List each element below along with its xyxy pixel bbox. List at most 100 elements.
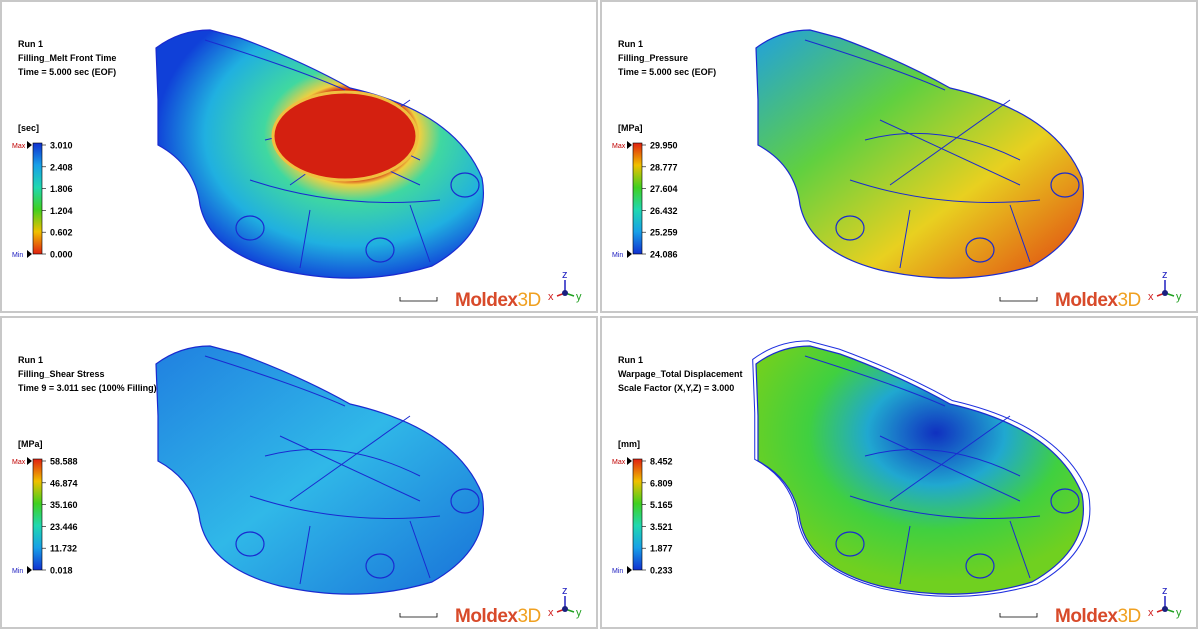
min-marker <box>27 566 32 574</box>
boss-hole <box>965 237 995 263</box>
legend-value: 46.874 <box>50 478 78 488</box>
logo-word: Moldex <box>455 290 518 311</box>
legend-value: 3.010 <box>50 141 73 151</box>
run-name: Run 1 <box>18 355 43 365</box>
max-label: Max <box>612 459 626 466</box>
legend-value: 27.604 <box>650 184 678 194</box>
boss-hole <box>365 237 395 263</box>
axis-y-label: y <box>576 607 582 619</box>
axis-origin <box>1162 606 1168 612</box>
axis-z-label: z <box>562 585 568 597</box>
legend-value: 25.259 <box>650 228 678 238</box>
legend-unit: [MPa] <box>18 439 43 449</box>
legend-value: 8.452 <box>650 457 673 467</box>
part-model <box>755 345 1084 595</box>
legend-value: 5.165 <box>650 500 673 510</box>
result-time: Time = 5.000 sec (EOF) <box>18 67 116 77</box>
max-label: Max <box>12 143 26 150</box>
min-label: Min <box>12 252 23 259</box>
logo: Moldex3D <box>455 290 541 311</box>
logo-suffix: 3D <box>517 290 540 311</box>
legend-value: 0.602 <box>50 228 73 238</box>
legend-value: 1.806 <box>50 184 73 194</box>
legend-value: 28.777 <box>650 162 678 172</box>
logo-suffix: 3D <box>517 606 540 627</box>
axis-x-label: x <box>548 607 554 619</box>
max-marker <box>27 141 32 149</box>
legend-value: 35.160 <box>50 500 78 510</box>
min-label: Min <box>612 568 623 575</box>
axis-origin <box>562 606 568 612</box>
boss-hole <box>835 531 865 557</box>
scale-bar <box>999 297 1038 302</box>
result-time: Scale Factor (X,Y,Z) = 3.000 <box>618 383 734 393</box>
result-panel: Run 1 Filling_Pressure Time = 5.000 sec (E… <box>600 0 1198 313</box>
legend-value: 0.000 <box>50 250 73 260</box>
axis-y-label: y <box>1176 291 1182 303</box>
logo-word: Moldex <box>1055 290 1118 311</box>
min-marker <box>627 250 632 258</box>
scale-bar <box>399 297 438 302</box>
min-label: Min <box>12 568 23 575</box>
part-model <box>155 345 484 595</box>
max-label: Max <box>12 459 26 466</box>
axis-origin <box>562 290 568 296</box>
axis-z-label: z <box>1162 585 1168 597</box>
mesh-line <box>204 355 441 585</box>
axis-z-label: z <box>1162 269 1168 281</box>
result-panel: Run 1 Filling_Shear Stress Time 9 = 3.011 … <box>0 316 598 629</box>
min-label: Min <box>612 252 623 259</box>
run-name: Run 1 <box>618 39 643 49</box>
legend-value: 11.732 <box>50 544 77 554</box>
boss-hole <box>450 172 480 198</box>
mesh-line <box>804 39 1041 269</box>
boss-hole <box>450 488 480 514</box>
result-panel: Run 1 Warpage_Total Displacement Scale Fac… <box>600 316 1198 629</box>
axis-x-label: x <box>548 291 554 303</box>
result-name: Filling_Melt Front Time <box>18 53 116 63</box>
run-name: Run 1 <box>18 39 43 49</box>
legend-value: 29.950 <box>650 141 678 151</box>
min-marker <box>627 566 632 574</box>
legend-value: 24.086 <box>650 250 678 260</box>
color-bar <box>32 142 43 255</box>
legend-value: 1.204 <box>50 206 73 216</box>
axis-x-label: x <box>1148 607 1154 619</box>
logo-word: Moldex <box>1055 606 1118 627</box>
axis-z-label: z <box>562 269 568 281</box>
legend-unit: [MPa] <box>618 123 643 133</box>
max-marker <box>627 141 632 149</box>
part-model <box>755 29 1084 279</box>
legend-value: 0.018 <box>50 566 73 576</box>
run-name: Run 1 <box>618 355 643 365</box>
color-bar <box>632 458 643 571</box>
legend-unit: [sec] <box>18 123 39 133</box>
boss-hole <box>1050 488 1080 514</box>
axis-y-label: y <box>576 291 582 303</box>
logo-suffix: 3D <box>1117 290 1140 311</box>
logo: Moldex3D <box>455 606 541 627</box>
legend-unit: [mm] <box>618 439 640 449</box>
axis-y-label: y <box>1176 607 1182 619</box>
boss-hole <box>235 215 265 241</box>
mesh-line <box>804 355 1041 585</box>
legend-value: 0.233 <box>650 566 673 576</box>
color-bar <box>632 142 643 255</box>
result-panel: Run 1 Filling_Melt Front Time Time = 5.000… <box>0 0 598 313</box>
boss-hole <box>235 531 265 557</box>
result-name: Filling_Pressure <box>618 53 688 63</box>
result-name: Warpage_Total Displacement <box>618 369 743 379</box>
max-marker <box>27 457 32 465</box>
boss-hole <box>965 553 995 579</box>
scale-bar <box>999 613 1038 618</box>
color-bar <box>32 458 43 571</box>
filled-region <box>271 90 419 182</box>
axis-x-label: x <box>1148 291 1154 303</box>
legend-value: 1.877 <box>650 544 673 554</box>
boss-hole <box>835 215 865 241</box>
legend-value: 23.446 <box>50 522 78 532</box>
result-name: Filling_Shear Stress <box>18 369 105 379</box>
boss-hole <box>365 553 395 579</box>
legend-value: 58.588 <box>50 457 78 467</box>
